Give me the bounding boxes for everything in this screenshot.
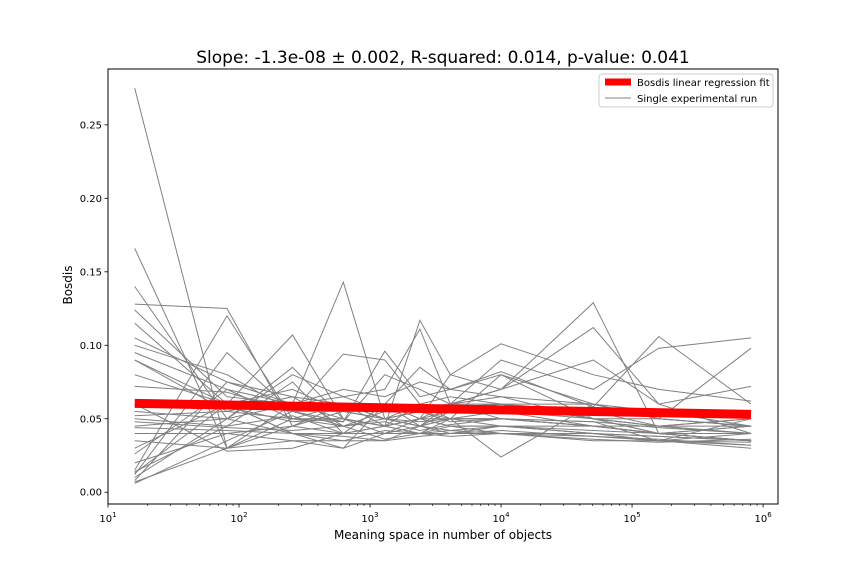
experimental-run-line xyxy=(134,326,752,464)
experimental-run-line xyxy=(134,343,752,473)
y-tick-label: 0.20 xyxy=(80,194,102,205)
y-axis-ticks: 0.00 0.05 0.10 0.15 0.20 0.25 xyxy=(80,120,108,499)
plot-area-frame xyxy=(107,68,779,505)
experimental-run-line xyxy=(134,335,752,475)
legend-box xyxy=(598,73,774,108)
x-tick-label: 106 xyxy=(754,511,772,525)
x-axis-label: Meaning space in number of objects xyxy=(334,528,552,542)
x-tick-label: 103 xyxy=(361,511,378,525)
x-axis-ticks: 101 102 103 104 105 106 xyxy=(99,504,772,525)
experimental-run-line xyxy=(134,319,752,478)
regression-fit-line xyxy=(134,398,752,419)
legend-run-label: Single experimental run xyxy=(637,94,757,105)
regression-fit-layer xyxy=(134,398,752,419)
legend: Bosdis linear regression fit Single expe… xyxy=(598,73,774,108)
y-axis-label: Bosdis xyxy=(61,265,75,304)
y-tick-label: 0.10 xyxy=(80,341,102,352)
y-tick-label: 0.15 xyxy=(80,267,102,278)
x-tick-label: 104 xyxy=(492,511,510,525)
x-tick-label: 105 xyxy=(623,511,640,525)
y-tick-label: 0.05 xyxy=(80,414,102,425)
legend-fit-label: Bosdis linear regression fit xyxy=(637,78,770,89)
y-tick-label: 0.00 xyxy=(80,488,102,499)
x-tick-label: 101 xyxy=(99,511,116,525)
x-tick-label: 102 xyxy=(230,511,247,525)
chart-title: Slope: -1.3e-08 ± 0.002, R-squared: 0.01… xyxy=(196,48,690,68)
y-tick-label: 0.25 xyxy=(80,120,102,131)
